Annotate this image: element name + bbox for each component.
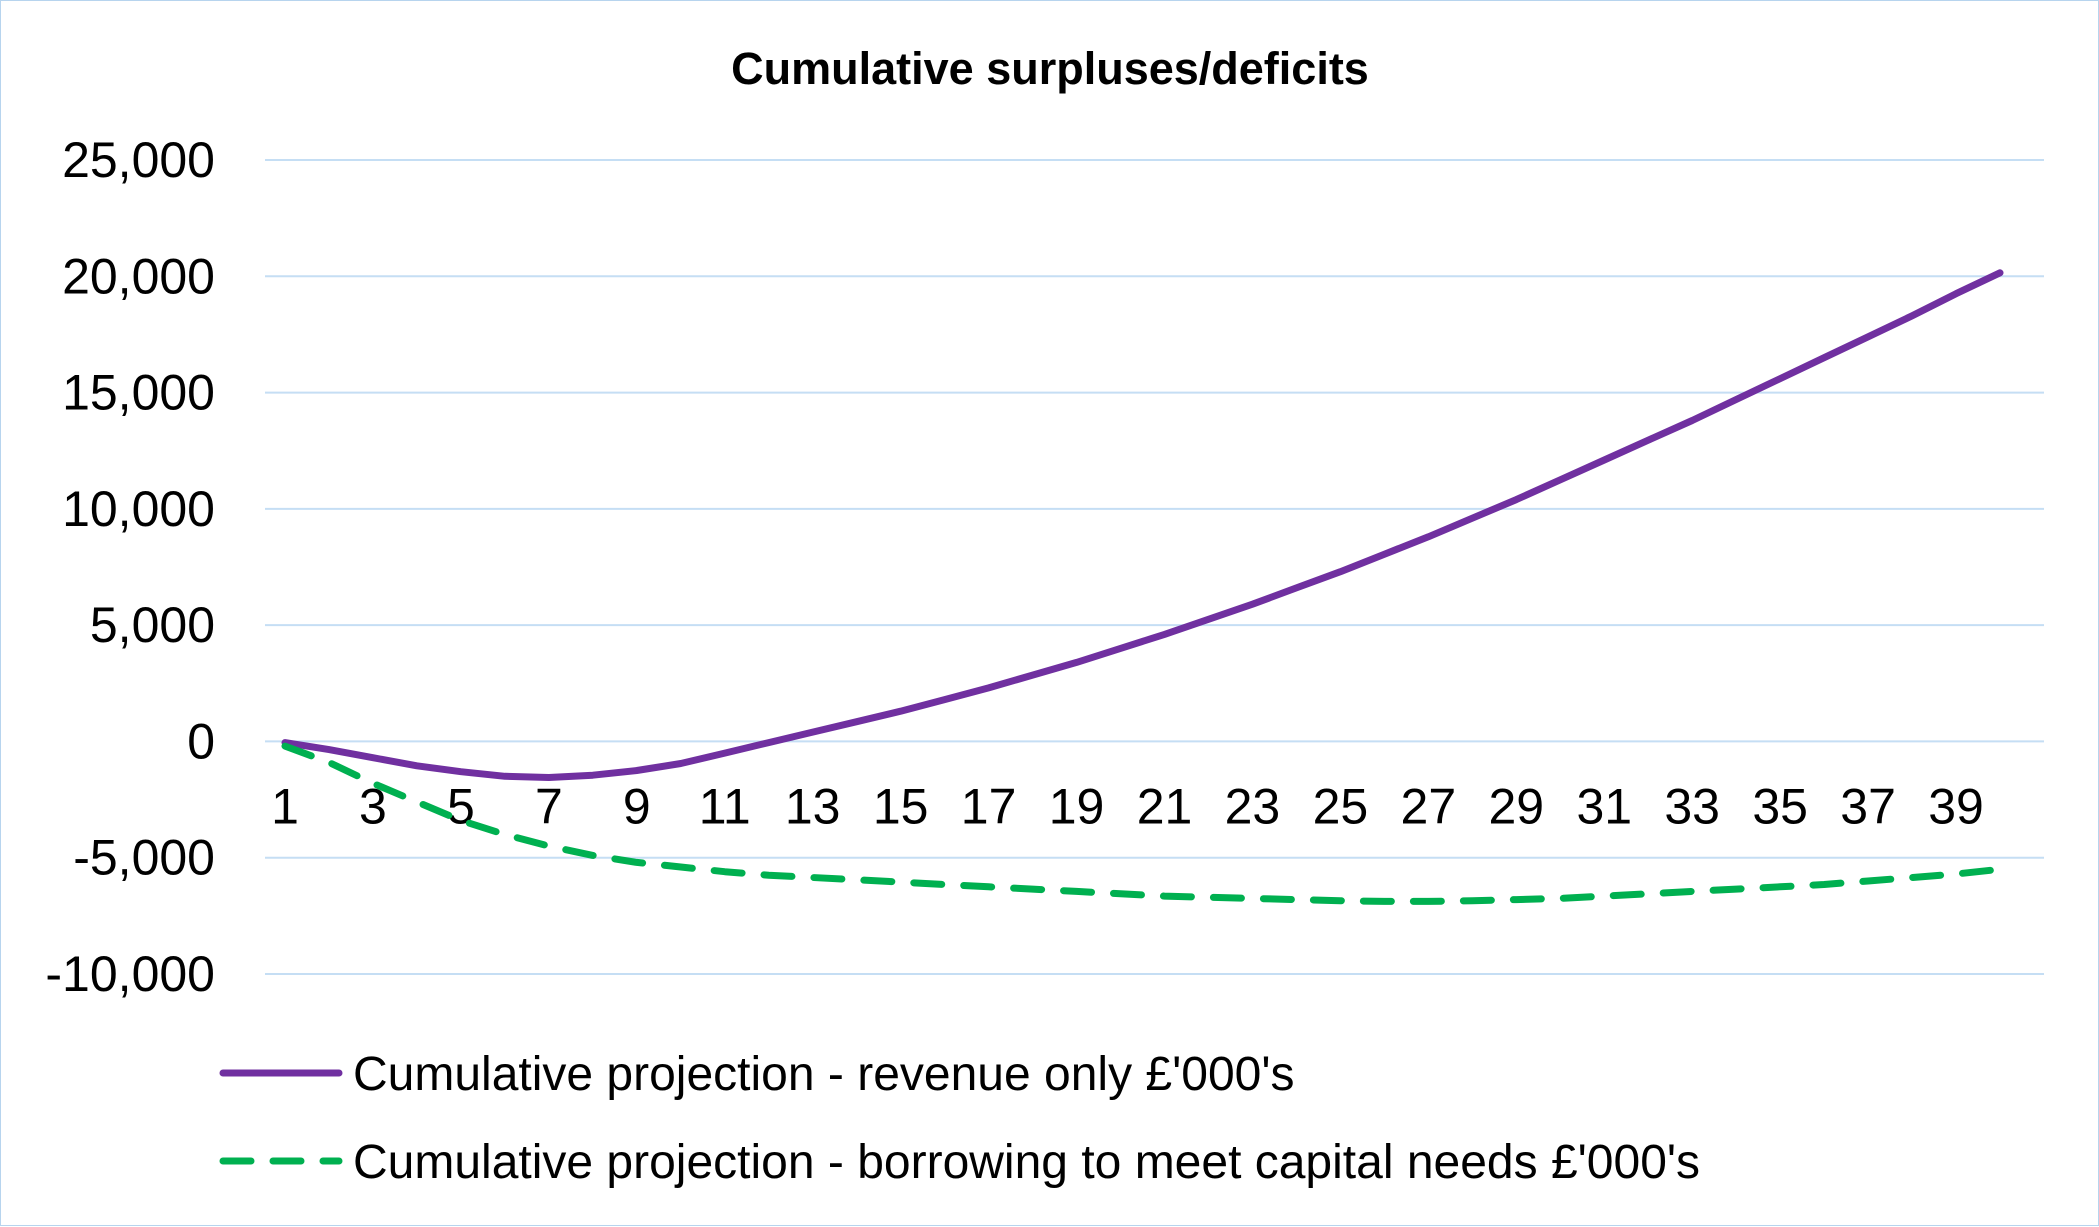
series-line-borrowing	[281, 742, 2004, 905]
x-tick-label: 27	[1401, 778, 1457, 834]
legend: Cumulative projection - revenue only £'0…	[219, 1048, 1700, 1189]
chart-title: Cumulative surpluses/deficits	[731, 43, 1369, 94]
series-line-revenue-only	[281, 269, 2004, 781]
x-tick-label: 1	[271, 778, 299, 834]
legend-label-borrowing: Cumulative projection - borrowing to mee…	[353, 1136, 1700, 1189]
x-tick-label: 15	[873, 778, 929, 834]
x-tick-label: 33	[1664, 778, 1720, 834]
x-tick-label: 9	[623, 778, 651, 834]
x-tick-label: 39	[1928, 778, 1984, 834]
x-tick-label: 21	[1137, 778, 1193, 834]
y-tick-label: 10,000	[62, 481, 215, 537]
x-axis: 1 3 5 7 9 11 13 15 17 19 21 23 25 27 29 31 33 35 37 39	[271, 778, 1984, 834]
x-tick-label: 31	[1576, 778, 1632, 834]
x-tick-label: 37	[1840, 778, 1896, 834]
x-tick-label: 25	[1313, 778, 1369, 834]
y-tick-label: 20,000	[62, 248, 215, 304]
y-tick-label: 0	[187, 713, 215, 769]
legend-label-revenue-only: Cumulative projection - revenue only £'0…	[353, 1048, 1295, 1101]
x-tick-label: 19	[1049, 778, 1105, 834]
y-tick-label: 5,000	[90, 597, 215, 653]
y-tick-label: 15,000	[62, 365, 215, 421]
x-tick-label: 7	[535, 778, 563, 834]
x-tick-label: 29	[1488, 778, 1544, 834]
gridlines	[265, 159, 2044, 975]
x-tick-label: 17	[961, 778, 1017, 834]
x-tick-label: 35	[1752, 778, 1808, 834]
x-tick-label: 13	[785, 778, 841, 834]
y-tick-label: -5,000	[73, 830, 215, 886]
x-tick-label: 11	[699, 778, 751, 834]
y-tick-label: 25,000	[62, 132, 215, 188]
x-tick-label: 23	[1225, 778, 1281, 834]
plot-area	[281, 269, 2004, 905]
y-axis: 25,000 20,000 15,000 10,000 5,000 0 -5,000 -10,…	[45, 132, 215, 1002]
y-tick-label: -10,000	[45, 946, 215, 1002]
